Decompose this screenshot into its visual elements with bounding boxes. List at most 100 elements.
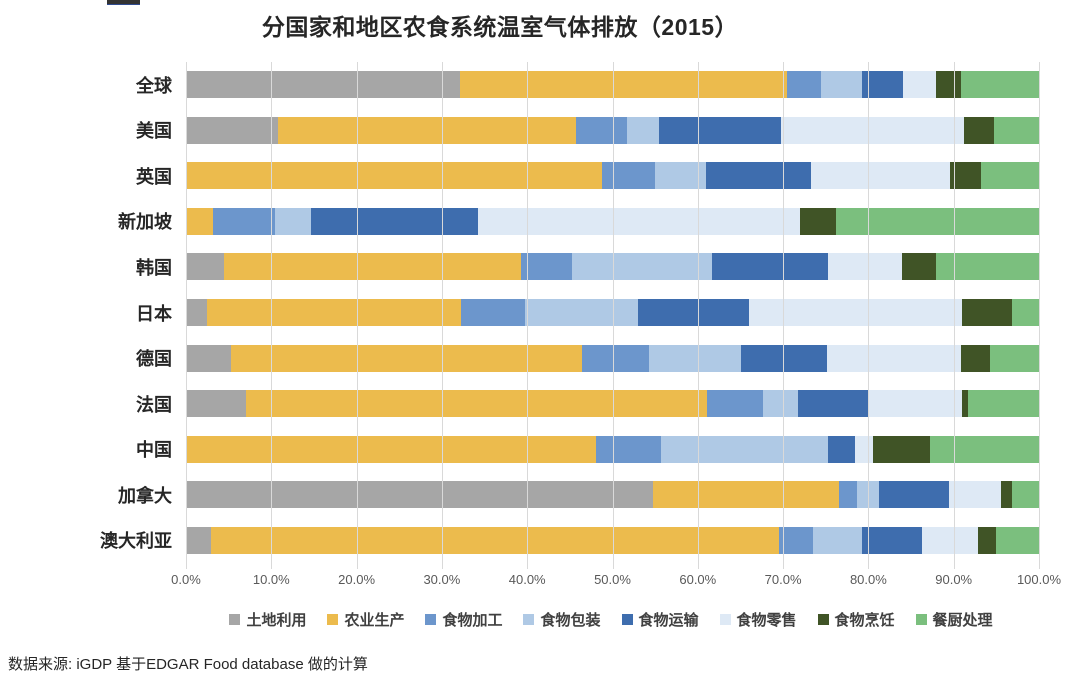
chart-row: 法国 [136, 381, 1039, 427]
bar-segment [980, 162, 1039, 190]
category-label: 法国 [136, 394, 172, 415]
bar-segment [935, 71, 962, 99]
x-tick-label: 100.0% [1016, 572, 1062, 587]
bar-segment [835, 207, 1039, 235]
stacked-bar [186, 253, 1039, 281]
x-axis: 0.0% 10.0% 20.0% 30.0% 40.0% 50.0% 60.0% 70.0% 8… [171, 572, 1061, 590]
bar-segment [521, 253, 573, 281]
bar-segment [459, 71, 787, 99]
chart-legend: 土地利用 农业生产 食物加工 食物包装 食物运输 食物零售 食物烹饪 餐厨处理 [142, 606, 1080, 632]
bar-segment [581, 344, 650, 372]
x-tick-label: 80.0% [849, 572, 887, 587]
bar-segment [812, 526, 863, 554]
x-tick-label: 20.0% [338, 572, 376, 587]
bar-segment [659, 116, 782, 144]
gridline [186, 62, 187, 569]
x-tick-label: 10.0% [252, 572, 290, 587]
x-tick-label: 70.0% [764, 572, 802, 587]
bar-segment [1012, 299, 1039, 326]
bar-segment [828, 253, 902, 281]
bar-segment [712, 253, 829, 281]
bar-segment [186, 299, 208, 326]
legend-item: 食物运输 [621, 609, 699, 630]
bar-segment [649, 344, 742, 372]
category-label: 新加坡 [118, 212, 172, 233]
bar-segment [477, 207, 801, 235]
bar-segment [274, 207, 311, 235]
category-label: 加拿大 [118, 485, 172, 506]
stacked-bar-chart: 全球 美国 英国 新加坡 韩国 日本 德国 法国 中国 加拿大 澳大利亚 [100, 62, 1040, 569]
stacked-bar [186, 299, 1039, 326]
bar-segment [706, 162, 812, 190]
bar-segment [278, 116, 576, 144]
bar-segment [186, 162, 603, 190]
chart-row: 美国 [136, 108, 1039, 154]
gridline [783, 62, 785, 569]
bar-segment [968, 390, 1039, 418]
category-label: 中国 [136, 440, 172, 461]
legend-label: 食物加工 [442, 611, 503, 629]
legend-swatch-icon [621, 613, 633, 625]
gridline [527, 62, 529, 569]
stacked-bar [186, 481, 1039, 509]
bar-segment [786, 71, 822, 99]
legend-label: 食物运输 [638, 611, 699, 629]
bar-segment [854, 435, 874, 463]
stacked-bar [186, 526, 1039, 554]
bar-rows: 全球 美国 英国 新加坡 韩国 日本 德国 法国 中国 加拿大 澳大利亚 [100, 62, 1039, 563]
chart-row: 英国 [136, 153, 1039, 199]
bar-segment [524, 299, 639, 326]
bar-segment [231, 344, 582, 372]
bar-segment [186, 71, 460, 99]
bar-segment [186, 526, 211, 554]
bar-segment [655, 162, 707, 190]
legend-item: 食物零售 [719, 609, 797, 630]
bar-segment [661, 435, 829, 463]
legend-item: 餐厨处理 [915, 609, 993, 630]
legend-label: 农业生产 [344, 611, 405, 629]
category-label: 韩国 [136, 257, 172, 278]
bar-segment [857, 481, 880, 509]
x-tick-label: 90.0% [935, 572, 973, 587]
bar-segment [778, 526, 813, 554]
gridline [441, 62, 443, 569]
legend-label: 土地利用 [246, 611, 307, 629]
bar-segment [310, 207, 478, 235]
legend-label: 食物烹饪 [834, 611, 895, 629]
bar-segment [186, 253, 225, 281]
bar-segment [186, 207, 214, 235]
bar-segment [186, 390, 246, 418]
bar-segment [186, 435, 597, 463]
category-label: 全球 [136, 75, 172, 96]
bar-segment [763, 390, 799, 418]
bar-segment [862, 526, 923, 554]
bar-segment [575, 116, 627, 144]
bar-segment [839, 481, 858, 509]
source-note: 数据来源: iGDP 基于EDGAR Food database 做的计算 [8, 656, 368, 673]
chart-row: 澳大利亚 [100, 517, 1039, 563]
bar-segment [811, 162, 951, 190]
bar-segment [186, 344, 232, 372]
bar-segment [460, 299, 525, 326]
bar-segment [879, 481, 949, 509]
bar-segment [210, 526, 779, 554]
bar-segment [962, 390, 969, 418]
stacked-bar [186, 162, 1039, 190]
legend-item: 食物烹饪 [817, 609, 895, 630]
bar-segment [978, 526, 997, 554]
legend-label: 食物包装 [540, 611, 601, 629]
bar-segment [901, 253, 936, 281]
bar-segment [826, 344, 962, 372]
bar-segment [828, 435, 855, 463]
gridline [271, 62, 273, 569]
bar-segment [800, 207, 836, 235]
bar-segment [798, 390, 868, 418]
chart-row: 韩国 [136, 244, 1039, 290]
bar-segment [1001, 481, 1013, 509]
bar-segment [186, 116, 279, 144]
x-tick-label: 60.0% [679, 572, 717, 587]
bar-segment [922, 526, 979, 554]
legend-swatch-icon [523, 613, 535, 625]
bar-segment [963, 116, 994, 144]
bar-segment [990, 344, 1039, 372]
